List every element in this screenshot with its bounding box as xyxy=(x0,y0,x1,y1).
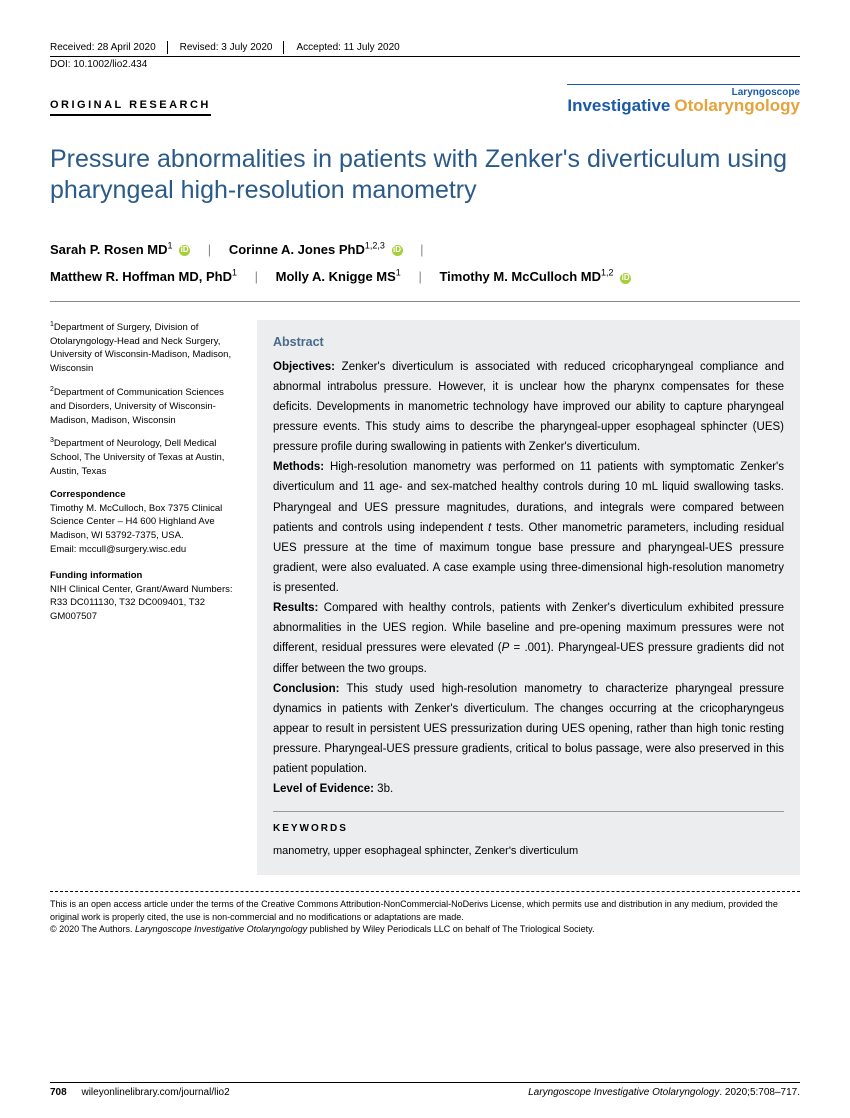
abstract-loe: Level of Evidence: 3b. xyxy=(273,779,784,799)
affiliation-3: 3Department of Neurology, Dell Medical S… xyxy=(50,436,235,478)
page-footer: 708 wileyonlinelibrary.com/journal/lio2 … xyxy=(50,1082,800,1098)
funding-heading: Funding information xyxy=(50,569,235,583)
correspondence-email: Email: mccull@surgery.wisc.edu xyxy=(50,543,235,557)
abstract-conclusion: Conclusion: This study used high-resolut… xyxy=(273,679,784,780)
license-line2: © 2020 The Authors. Laryngoscope Investi… xyxy=(50,923,800,936)
author-separator: | xyxy=(418,269,421,284)
left-sidebar: 1Department of Surgery, Division of Otol… xyxy=(50,320,235,875)
author-separator: | xyxy=(420,242,423,257)
article-type: ORIGINAL RESEARCH xyxy=(50,99,211,116)
abstract-heading: Abstract xyxy=(273,332,784,354)
body-columns: 1Department of Surgery, Division of Otol… xyxy=(50,320,800,875)
abstract-methods: Methods: High-resolution manometry was p… xyxy=(273,457,784,598)
header-row: ORIGINAL RESEARCH Laryngoscope Investiga… xyxy=(50,84,800,116)
author-1: Sarah P. Rosen MD1 iD xyxy=(50,242,190,257)
footer-url: wileyonlinelibrary.com/journal/lio2 xyxy=(81,1087,229,1098)
author-5: Timothy M. McCulloch MD1,2 iD xyxy=(439,269,631,284)
authors-list: Sarah P. Rosen MD1 iD | Corinne A. Jones… xyxy=(50,236,800,302)
revised-date: Revised: 3 July 2020 xyxy=(180,42,273,53)
journal-word1: Investigative xyxy=(567,97,670,116)
abstract-box: Abstract Objectives: Zenker's diverticul… xyxy=(257,320,800,875)
footer-citation: . 2020;5:708–717. xyxy=(719,1087,800,1098)
abstract-column: Abstract Objectives: Zenker's diverticul… xyxy=(257,320,800,875)
footer-journal: Laryngoscope Investigative Otolaryngolog… xyxy=(528,1087,719,1098)
abstract-objectives: Objectives: Zenker's diverticulum is ass… xyxy=(273,357,784,458)
dashed-divider xyxy=(50,891,800,892)
affiliation-2: 2Department of Communication Sciences an… xyxy=(50,385,235,427)
keywords-list: manometry, upper esophageal sphincter, Z… xyxy=(273,842,784,861)
footer-left: 708 wileyonlinelibrary.com/journal/lio2 xyxy=(50,1087,230,1098)
orcid-icon: iD xyxy=(620,273,631,284)
received-date: Received: 28 April 2020 xyxy=(50,42,156,53)
license-line1: This is an open access article under the… xyxy=(50,898,800,923)
doi: DOI: 10.1002/lio2.434 xyxy=(50,56,800,84)
orcid-icon: iD xyxy=(392,245,403,256)
author-separator: | xyxy=(255,269,258,284)
orcid-icon: iD xyxy=(179,245,190,256)
author-4: Molly A. Knigge MS1 xyxy=(276,269,401,284)
abstract-results: Results: Compared with healthy controls,… xyxy=(273,598,784,679)
funding-text: NIH Clinical Center, Grant/Award Numbers… xyxy=(50,583,235,624)
affiliation-1: 1Department of Surgery, Division of Otol… xyxy=(50,320,235,376)
author-separator: | xyxy=(208,242,211,257)
license-block: This is an open access article under the… xyxy=(50,898,800,936)
article-title: Pressure abnormalities in patients with … xyxy=(50,144,800,207)
journal-logo: Laryngoscope Investigative Otolaryngolog… xyxy=(567,84,800,116)
author-3: Matthew R. Hoffman MD, PhD1 xyxy=(50,269,237,284)
author-2: Corinne A. Jones PhD1,2,3 iD xyxy=(229,242,403,257)
correspondence-heading: Correspondence xyxy=(50,488,235,502)
accepted-date: Accepted: 11 July 2020 xyxy=(296,42,399,53)
journal-word2: Otolaryngology xyxy=(674,97,800,116)
page-number: 708 xyxy=(50,1087,67,1098)
footer-right: Laryngoscope Investigative Otolaryngolog… xyxy=(528,1087,800,1098)
keywords-heading: KEYWORDS xyxy=(273,811,784,838)
correspondence-text: Timothy M. McCulloch, Box 7375 Clinical … xyxy=(50,502,235,543)
submission-dates: Received: 28 April 2020 Revised: 3 July … xyxy=(50,42,800,56)
